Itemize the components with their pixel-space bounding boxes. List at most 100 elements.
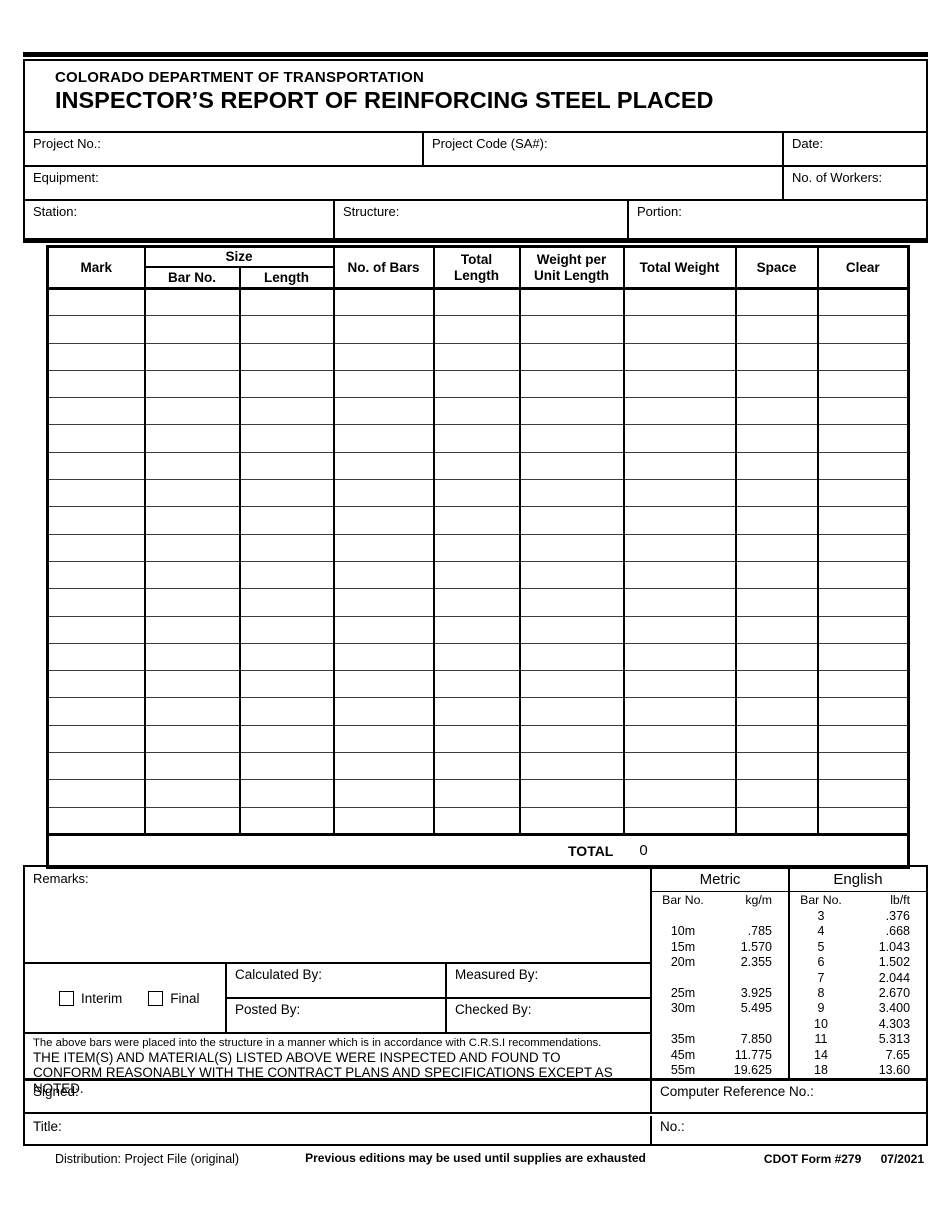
table-cell[interactable]	[143, 642, 241, 671]
table-cell[interactable]	[432, 779, 521, 808]
table-cell[interactable]	[332, 588, 435, 617]
table-cell[interactable]	[332, 642, 435, 671]
table-cell[interactable]	[518, 451, 625, 480]
station-field[interactable]: Station:	[25, 201, 335, 238]
table-cell[interactable]	[622, 397, 737, 425]
table-cell[interactable]	[622, 506, 737, 535]
table-cell[interactable]	[143, 479, 241, 507]
table-cell[interactable]	[734, 479, 819, 507]
table-cell[interactable]	[46, 752, 146, 780]
table-cell[interactable]	[143, 806, 241, 835]
table-cell[interactable]	[518, 560, 625, 589]
calculated-by-field[interactable]: Calculated By:	[227, 964, 445, 999]
table-cell[interactable]	[816, 424, 910, 453]
table-cell[interactable]	[816, 506, 910, 535]
table-cell[interactable]	[734, 642, 819, 671]
structure-field[interactable]: Structure:	[335, 201, 629, 238]
table-cell[interactable]	[622, 724, 737, 753]
table-cell[interactable]	[143, 315, 241, 344]
no-field[interactable]: No.:	[652, 1116, 926, 1144]
table-cell[interactable]	[238, 806, 335, 835]
table-cell[interactable]	[238, 615, 335, 644]
table-cell[interactable]	[46, 724, 146, 753]
table-cell[interactable]	[143, 615, 241, 644]
signed-field[interactable]: Signed:	[25, 1081, 652, 1112]
table-cell[interactable]	[816, 287, 910, 316]
table-cell[interactable]	[143, 369, 241, 398]
table-cell[interactable]	[332, 506, 435, 535]
table-cell[interactable]	[46, 560, 146, 589]
table-cell[interactable]	[332, 670, 435, 698]
table-cell[interactable]	[238, 397, 335, 425]
table-cell[interactable]	[143, 451, 241, 480]
table-cell[interactable]	[332, 369, 435, 398]
table-cell[interactable]	[46, 642, 146, 671]
table-cell[interactable]	[143, 342, 241, 371]
table-cell[interactable]	[46, 615, 146, 644]
table-cell[interactable]	[734, 533, 819, 562]
table-cell[interactable]	[622, 287, 737, 316]
table-cell[interactable]	[46, 397, 146, 425]
table-cell[interactable]	[622, 697, 737, 726]
table-cell[interactable]	[432, 752, 521, 780]
equipment-field[interactable]: Equipment:	[25, 167, 784, 199]
table-cell[interactable]	[734, 369, 819, 398]
table-cell[interactable]	[46, 451, 146, 480]
table-cell[interactable]	[46, 806, 146, 835]
table-cell[interactable]	[816, 315, 910, 344]
table-cell[interactable]	[622, 533, 737, 562]
table-cell[interactable]	[734, 342, 819, 371]
table-cell[interactable]	[238, 451, 335, 480]
table-cell[interactable]	[143, 697, 241, 726]
table-cell[interactable]	[332, 397, 435, 425]
posted-by-field[interactable]: Posted By:	[227, 999, 445, 1032]
date-field[interactable]: Date:	[784, 133, 926, 165]
table-cell[interactable]	[432, 670, 521, 698]
table-cell[interactable]	[816, 642, 910, 671]
table-cell[interactable]	[622, 342, 737, 371]
computer-reference-field[interactable]: Computer Reference No.:	[652, 1081, 926, 1112]
table-cell[interactable]	[332, 533, 435, 562]
table-cell[interactable]	[143, 724, 241, 753]
table-cell[interactable]	[816, 724, 910, 753]
table-cell[interactable]	[432, 479, 521, 507]
table-cell[interactable]	[332, 315, 435, 344]
table-cell[interactable]	[238, 315, 335, 344]
table-cell[interactable]	[734, 752, 819, 780]
table-cell[interactable]	[816, 451, 910, 480]
table-cell[interactable]	[332, 424, 435, 453]
table-cell[interactable]	[622, 479, 737, 507]
table-cell[interactable]	[816, 615, 910, 644]
table-cell[interactable]	[332, 451, 435, 480]
table-cell[interactable]	[734, 315, 819, 344]
table-cell[interactable]	[332, 479, 435, 507]
table-cell[interactable]	[432, 369, 521, 398]
table-cell[interactable]	[143, 670, 241, 698]
table-cell[interactable]	[816, 342, 910, 371]
table-cell[interactable]	[518, 533, 625, 562]
table-cell[interactable]	[46, 533, 146, 562]
table-cell[interactable]	[238, 752, 335, 780]
table-cell[interactable]	[518, 506, 625, 535]
table-cell[interactable]	[432, 424, 521, 453]
table-cell[interactable]	[332, 342, 435, 371]
table-cell[interactable]	[238, 779, 335, 808]
table-cell[interactable]	[46, 287, 146, 316]
table-cell[interactable]	[816, 560, 910, 589]
table-cell[interactable]	[518, 287, 625, 316]
table-cell[interactable]	[143, 560, 241, 589]
table-cell[interactable]	[143, 779, 241, 808]
table-cell[interactable]	[734, 724, 819, 753]
table-cell[interactable]	[816, 397, 910, 425]
table-cell[interactable]	[332, 697, 435, 726]
table-cell[interactable]	[238, 697, 335, 726]
table-cell[interactable]	[238, 479, 335, 507]
table-cell[interactable]	[622, 615, 737, 644]
table-cell[interactable]	[238, 287, 335, 316]
title-field[interactable]: Title:	[25, 1116, 652, 1144]
table-cell[interactable]	[734, 560, 819, 589]
table-cell[interactable]	[238, 506, 335, 535]
table-cell[interactable]	[432, 642, 521, 671]
table-cell[interactable]	[816, 697, 910, 726]
table-cell[interactable]	[432, 342, 521, 371]
